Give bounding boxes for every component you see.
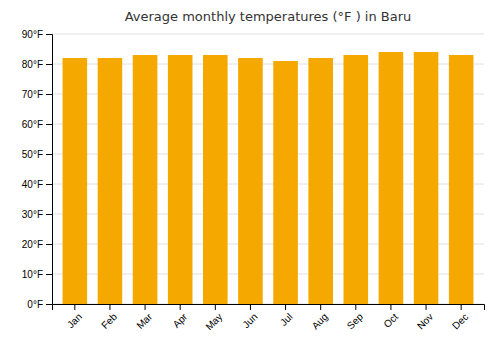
tick-label: 20°F: [22, 239, 43, 250]
tick-mark: [46, 274, 52, 275]
tick-label: 90°F: [22, 29, 43, 40]
bar: [133, 55, 158, 304]
tick-mark: [46, 64, 52, 65]
tick-label: Oct: [381, 311, 400, 330]
tick: 60°F: [22, 119, 52, 130]
tick-mark: [46, 124, 52, 125]
tick-label: 60°F: [22, 119, 43, 130]
tick: 0°F: [27, 299, 52, 310]
tick-mark: [46, 34, 52, 35]
grid: [52, 34, 484, 304]
tick: May: [203, 304, 224, 332]
tick-label: 0°F: [27, 299, 43, 310]
tick-label: May: [203, 311, 224, 332]
tick-mark: [390, 304, 391, 310]
tick-label: 40°F: [22, 179, 43, 190]
tick-label: Jun: [240, 311, 259, 330]
tick-label: 80°F: [22, 59, 43, 70]
tick-mark: [109, 304, 110, 310]
bar: [379, 52, 404, 304]
tick-mark: [46, 154, 52, 155]
tick-label: Apr: [171, 311, 190, 330]
plot-area: 0°F 10°F 20°F 30°F 40°F 50°F 60°F 70°F 80°F 90°F J…: [22, 29, 485, 333]
tick: Jun: [240, 304, 259, 330]
tick: 50°F: [22, 149, 52, 160]
tick-label: Jul: [278, 311, 295, 328]
bar: [449, 55, 474, 304]
tick: 70°F: [22, 89, 52, 100]
x-axis: Jan Feb Mar Apr May Jun Jul Aug Sep Oct Nov Dec: [53, 304, 485, 332]
bars: [63, 52, 474, 304]
bar: [168, 55, 193, 304]
tick-mark: [46, 244, 52, 245]
tick-label: Feb: [99, 311, 119, 331]
tick: 80°F: [22, 59, 52, 70]
tick: Mar: [134, 304, 154, 331]
tick-mark: [74, 304, 75, 310]
tick-label: 50°F: [22, 149, 43, 160]
axis-line: [53, 305, 485, 311]
bar: [273, 61, 298, 304]
tick-label: 10°F: [22, 269, 43, 280]
y-axis: 0°F 10°F 20°F 30°F 40°F 50°F 60°F 70°F 80°F 90°F: [22, 29, 53, 310]
tick-label: Jan: [65, 311, 84, 330]
tick: Sep: [345, 304, 366, 331]
tick: Jan: [65, 304, 84, 330]
tick: 90°F: [22, 29, 52, 40]
bar: [63, 58, 88, 304]
tick: Nov: [415, 304, 435, 331]
tick-mark: [46, 304, 52, 305]
tick: Dec: [450, 304, 470, 331]
tick: Oct: [381, 304, 400, 330]
tick-mark: [461, 304, 462, 310]
axis-line: [46, 35, 53, 305]
bar: [344, 55, 369, 304]
tick-mark: [46, 94, 52, 95]
tick-label: 70°F: [22, 89, 43, 100]
tick-label: Sep: [345, 311, 366, 332]
grid-line: [52, 34, 484, 35]
tick-mark: [426, 304, 427, 310]
bar: [98, 58, 123, 304]
bar: [308, 58, 333, 304]
tick: Aug: [310, 304, 330, 331]
tick-mark: [355, 304, 356, 310]
tick: 10°F: [22, 269, 52, 280]
tick: Jul: [278, 304, 295, 328]
tick: 20°F: [22, 239, 52, 250]
tick-mark: [215, 304, 216, 310]
tick-label: Mar: [134, 311, 154, 331]
tick-label: Nov: [415, 311, 435, 331]
tick-mark: [46, 214, 52, 215]
tick: Apr: [171, 304, 190, 330]
tick-mark: [250, 304, 251, 310]
tick-mark: [285, 304, 286, 310]
tick: Feb: [99, 304, 119, 331]
tick-mark: [180, 304, 181, 310]
tick-label: Dec: [450, 311, 470, 331]
tick: 40°F: [22, 179, 52, 190]
tick-mark: [145, 304, 146, 310]
chart: 0°F 10°F 20°F 30°F 40°F 50°F 60°F 70°F 80°F 90°F J…: [0, 0, 500, 350]
title: Average monthly temperatures (°F ) in Ba…: [125, 9, 412, 24]
tick-mark: [320, 304, 321, 310]
bar: [203, 55, 228, 304]
tick-label: 30°F: [22, 209, 43, 220]
bar: [238, 58, 263, 304]
tick-mark: [46, 184, 52, 185]
tick: 30°F: [22, 209, 52, 220]
tick-label: Aug: [310, 311, 330, 331]
bar: [414, 52, 439, 304]
